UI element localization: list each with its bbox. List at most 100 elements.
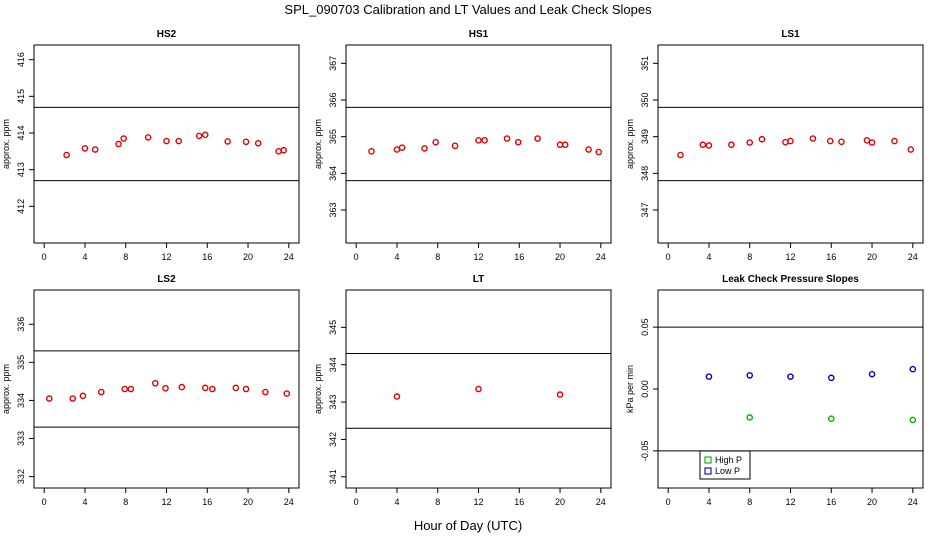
data-point (728, 141, 735, 149)
x-tick-label: 12 (161, 497, 171, 507)
x-tick-label: 16 (202, 252, 212, 262)
x-tick-label: 24 (908, 252, 918, 262)
data-point (556, 391, 564, 398)
data-point (758, 135, 766, 143)
x-tick-label: 4 (394, 497, 399, 507)
y-axis-label: approx. ppm (313, 364, 323, 414)
panel-title: HS2 (157, 29, 177, 40)
x-tick-label: 20 (243, 252, 253, 262)
x-tick-label: 0 (42, 497, 47, 507)
panel-leak: Leak Check Pressure Slopes 0 4 8 12 16 20 24 -0.… (625, 274, 924, 507)
panel-title: LS2 (157, 274, 176, 285)
data-point (787, 137, 794, 145)
y-axis-label: kPa per min (625, 365, 635, 413)
data-point (863, 137, 871, 144)
data-point (475, 137, 482, 144)
y-tick-label: 412 (16, 199, 26, 214)
y-tick-label: 336 (16, 317, 26, 332)
data-point (224, 138, 231, 145)
data-point (787, 373, 794, 380)
y-tick-label: 413 (16, 162, 26, 177)
x-tick-label: 20 (867, 252, 877, 262)
x-tick-label: 24 (596, 497, 606, 507)
x-tick-label: 12 (473, 252, 483, 262)
data-point (120, 135, 127, 142)
y-tick-label: 345 (328, 320, 338, 335)
y-tick-label: 350 (640, 92, 650, 107)
y-tick-label: 343 (328, 395, 338, 410)
data-point (195, 132, 203, 140)
legend-label: High P (715, 455, 742, 465)
y-tick-label: 363 (328, 202, 338, 217)
data-point (115, 140, 122, 148)
x-tick-label: 20 (867, 497, 877, 507)
y-tick-label: 416 (16, 52, 26, 67)
panel-ls2: LS2 0 4 8 12 16 20 24 332 333 334 335 336 approx. ppm (1, 274, 300, 507)
data-point (232, 384, 240, 392)
data-point (69, 395, 77, 402)
x-tick-label: 12 (785, 497, 795, 507)
x-tick-label: 16 (514, 252, 524, 262)
x-tick-label: 20 (243, 497, 253, 507)
figure-xlabel: Hour of Day (UTC) (413, 518, 523, 533)
x-tick-label: 24 (284, 252, 294, 262)
plot-frame (345, 44, 612, 244)
y-tick-label: 333 (16, 431, 26, 446)
y-tick-label: 367 (328, 56, 338, 71)
legend-marker (704, 467, 712, 475)
x-tick-label: 24 (596, 252, 606, 262)
data-point (746, 139, 754, 146)
data-point (163, 137, 170, 145)
data-point (514, 138, 522, 146)
data-point (283, 390, 291, 397)
data-point (201, 131, 209, 139)
panel-hs2: HS2 0 4 8 12 16 20 24 412 413 414 415 416 approx. ppm (1, 29, 300, 262)
data-point (827, 374, 835, 382)
data-point (368, 148, 375, 155)
data-point (746, 414, 754, 421)
data-point (699, 141, 707, 149)
x-tick-label: 12 (785, 252, 795, 262)
plot-frame (345, 289, 612, 489)
data-point (127, 385, 135, 393)
panel-ls1: LS1 0 4 8 12 16 20 24 347 348 349 350 351 approx. ppm (625, 29, 924, 262)
data-point (178, 383, 186, 391)
data-point (45, 395, 53, 402)
data-point (595, 148, 603, 156)
y-tick-label: 349 (640, 129, 650, 144)
y-tick-label: 332 (16, 469, 26, 484)
data-point (909, 416, 917, 424)
x-tick-label: 12 (473, 497, 483, 507)
data-point (432, 138, 439, 146)
x-tick-label: 16 (826, 497, 836, 507)
data-point (705, 373, 713, 380)
x-tick-label: 0 (666, 497, 671, 507)
data-point (868, 139, 876, 146)
x-tick-label: 16 (202, 497, 212, 507)
data-point (254, 139, 262, 147)
y-tick-label: 365 (328, 129, 338, 144)
data-point (826, 137, 834, 145)
y-axis-label: approx. ppm (313, 119, 323, 169)
y-tick-label: 366 (328, 92, 338, 107)
x-tick-label: 0 (666, 252, 671, 262)
y-tick-label: 414 (16, 125, 26, 140)
data-point (280, 146, 288, 154)
x-tick-label: 4 (82, 497, 87, 507)
x-tick-label: 16 (514, 497, 524, 507)
data-point (585, 146, 592, 153)
legend-marker (704, 456, 712, 464)
plot-frame (33, 289, 300, 489)
y-axis-label: approx. ppm (1, 119, 11, 169)
panel-title: LT (473, 274, 484, 285)
x-tick-label: 4 (706, 252, 711, 262)
panel-title: LS1 (781, 29, 800, 40)
data-point (398, 144, 406, 151)
data-point (201, 384, 209, 392)
x-tick-label: 12 (161, 252, 171, 262)
y-tick-label: 348 (640, 166, 650, 181)
data-point (481, 137, 488, 144)
panel-hs1: HS1 0 4 8 12 16 20 24 363 364 365 366 367 approx. ppm (313, 29, 612, 262)
data-point (81, 145, 89, 152)
data-point (175, 137, 183, 145)
